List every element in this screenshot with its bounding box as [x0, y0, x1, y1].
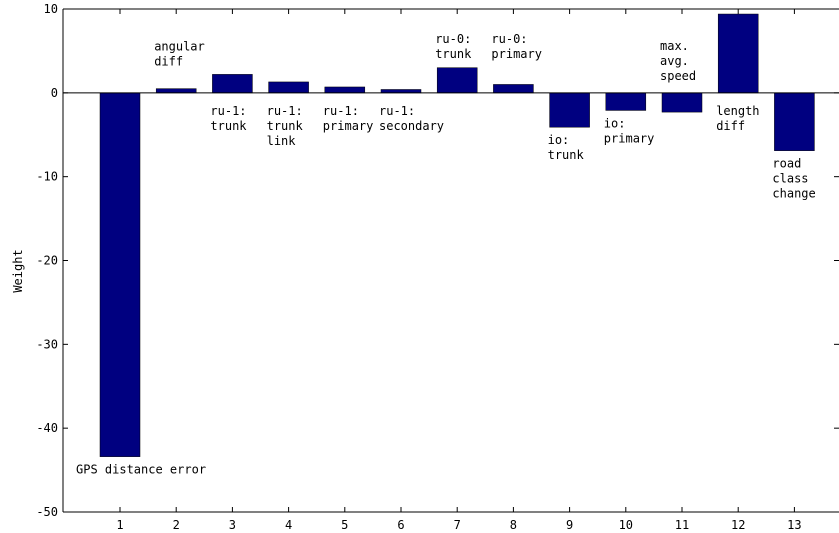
y-axis-label: Weight: [11, 249, 25, 292]
bar-label-2: angular: [154, 40, 205, 54]
bar-6: [380, 89, 422, 94]
bar-label-8: primary: [491, 47, 542, 61]
bar-label-13: change: [772, 187, 815, 201]
bar-label-11: max.: [660, 39, 689, 53]
x-tick-label: 12: [731, 518, 745, 532]
bar-13: [774, 92, 815, 151]
bar-labels-group: GPS distance errorangulardiffru-1:trunkr…: [76, 32, 816, 477]
bar-label-2: diff: [154, 55, 183, 69]
bar-11: [661, 92, 703, 113]
x-tick-label: 8: [510, 518, 517, 532]
x-tick-label: 13: [787, 518, 801, 532]
bar-label-10: primary: [604, 131, 655, 145]
bar-10: [605, 92, 647, 111]
y-tick-label: 0: [51, 86, 58, 100]
bar-label-5: ru-1:: [323, 104, 359, 118]
y-tick-label: -10: [36, 170, 58, 184]
bar-label-12: length: [716, 104, 759, 118]
bar-1: [99, 92, 141, 457]
bar-7: [436, 67, 478, 94]
x-tick-label: 1: [116, 518, 123, 532]
y-tick-label: 10: [44, 2, 58, 16]
x-tick-label: 3: [229, 518, 236, 532]
bar-label-6: secondary: [379, 119, 444, 133]
bar-4: [268, 81, 309, 94]
bar-label-3: trunk: [210, 119, 247, 133]
bar-label-12: diff: [716, 119, 745, 133]
bar-9: [549, 92, 590, 128]
y-tick-label: -50: [36, 505, 58, 519]
bars-group: [99, 13, 815, 457]
bar-label-13: road: [772, 157, 801, 171]
bar-8: [493, 84, 534, 94]
bar-label-8: ru-0:: [491, 32, 527, 46]
y-tick-label: -20: [36, 254, 58, 268]
bar-12: [717, 13, 759, 94]
bar-label-13: class: [772, 172, 808, 186]
y-tick-label: -30: [36, 337, 58, 351]
x-tick-label: 2: [173, 518, 180, 532]
bar-label-3: ru-1:: [210, 104, 246, 118]
bar-3: [212, 74, 253, 94]
bar-label-11: avg.: [660, 54, 689, 68]
bar-label-4: link: [267, 134, 297, 148]
bar-5: [324, 86, 366, 94]
x-tick-label: 10: [619, 518, 633, 532]
bar-label-6: ru-1:: [379, 104, 415, 118]
bar-label-4: ru-1:: [267, 104, 303, 118]
bar-label-7: trunk: [435, 47, 472, 61]
bar-label-1: GPS distance error: [76, 463, 206, 477]
bar-label-7: ru-0:: [435, 32, 471, 46]
bar-label-10: io:: [604, 116, 626, 130]
axes-group: 100-10-20-30-40-501 2 3 4 5 6 7 8 9 10 11 12 13: [36, 2, 839, 532]
bar-label-11: speed: [660, 69, 696, 83]
bar-label-4: trunk: [267, 119, 304, 133]
y-tick-label: -40: [36, 421, 58, 435]
x-tick-label: 9: [566, 518, 573, 532]
x-tick-label: 4: [285, 518, 292, 532]
x-tick-label: 11: [675, 518, 689, 532]
bar-label-9: io:: [548, 133, 570, 147]
bar-2: [155, 88, 197, 94]
x-tick-label: 7: [454, 518, 461, 532]
bar-label-9: trunk: [548, 148, 585, 162]
x-tick-label: 6: [397, 518, 404, 532]
bar-label-5: primary: [323, 119, 374, 133]
x-tick-label: 5: [341, 518, 348, 532]
